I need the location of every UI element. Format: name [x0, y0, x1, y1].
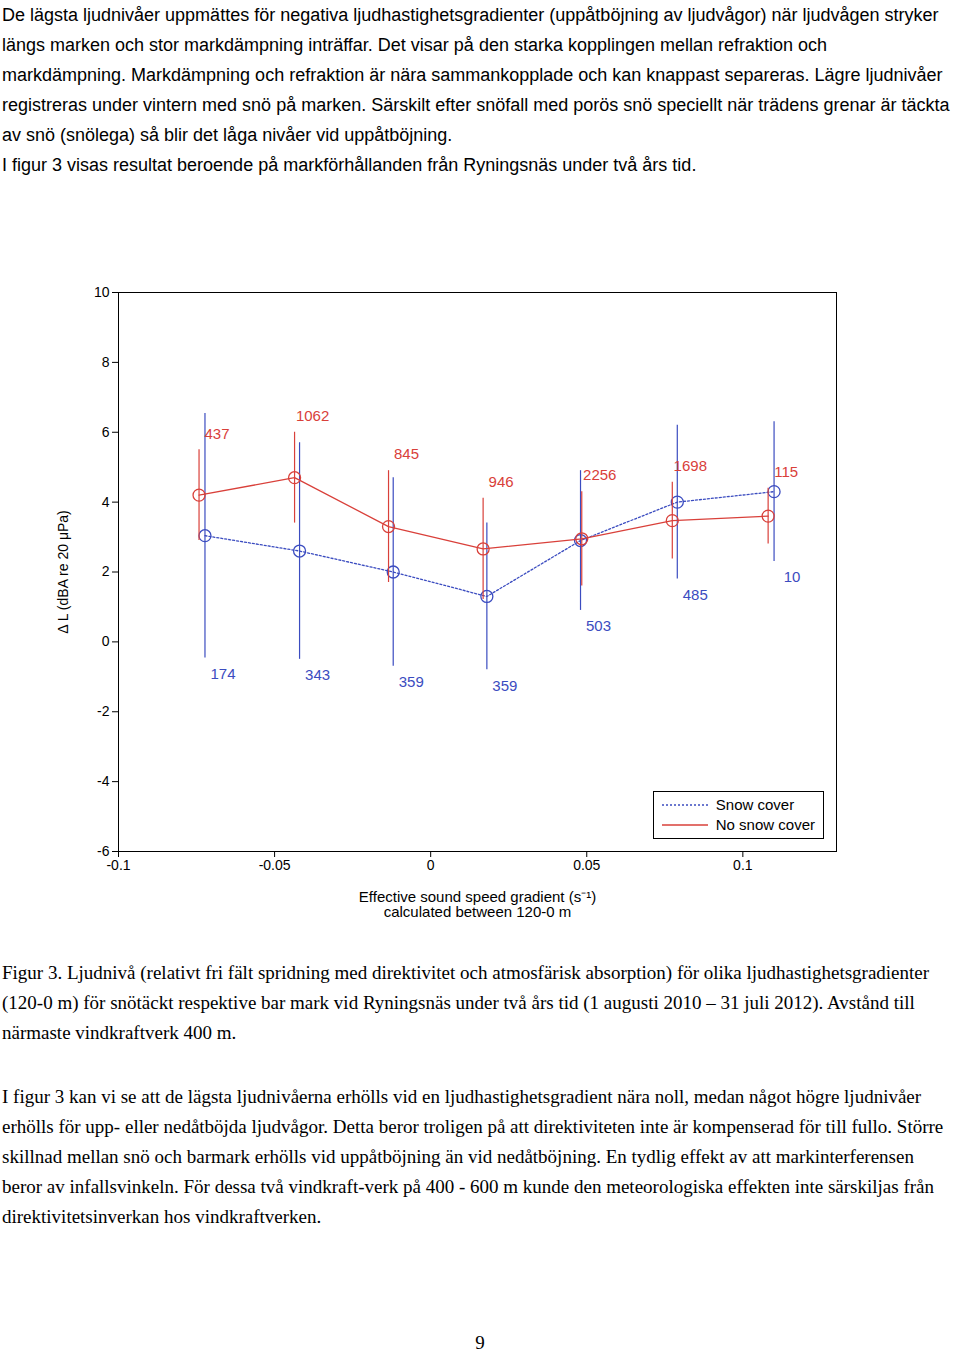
svg-text:4: 4	[102, 494, 110, 510]
svg-text:174: 174	[210, 665, 235, 682]
html-text:De lägsta ljudnivåer uppmättes: De lägsta ljudnivåer uppmättes för negat…	[2, 5, 950, 145]
svg-text:-6: -6	[97, 843, 110, 859]
svg-text:8: 8	[102, 354, 110, 370]
svg-text:343: 343	[305, 666, 330, 683]
html-text:Figur 3. Ljudnivå (relativt fr: Figur 3. Ljudnivå (relativt fri fält spr…	[2, 962, 930, 1043]
svg-text:-0.1: -0.1	[106, 857, 130, 873]
svg-text:0: 0	[102, 633, 110, 649]
svg-text:115: 115	[774, 463, 798, 480]
svg-text:437: 437	[205, 425, 230, 442]
html-text:9: 9	[475, 1332, 485, 1353]
svg-text:Effective sound speed gradient: Effective sound speed gradient (s⁻¹)calc…	[359, 888, 596, 920]
svg-text:2: 2	[102, 563, 110, 579]
svg-text:503: 503	[586, 617, 611, 634]
svg-text:845: 845	[394, 445, 419, 462]
html-text:Snow cover: Snow cover	[715, 796, 795, 813]
html-text:No snow cover: No snow cover	[715, 816, 815, 833]
svg-text:359: 359	[492, 677, 517, 694]
svg-text:Δ L (dBA re 20 μPa): Δ L (dBA re 20 μPa)	[55, 510, 71, 634]
svg-text:2256: 2256	[583, 466, 616, 483]
svg-text:0: 0	[427, 857, 435, 873]
svg-text:-2: -2	[97, 703, 110, 719]
svg-text:6: 6	[102, 424, 110, 440]
html-text:I figur 3 kan vi se att de läg: I figur 3 kan vi se att de lägsta ljudni…	[2, 1086, 944, 1227]
svg-text:10: 10	[784, 568, 801, 585]
svg-text:0.05: 0.05	[573, 857, 600, 873]
svg-text:-0.05: -0.05	[259, 857, 291, 873]
svg-text:946: 946	[489, 473, 514, 490]
svg-text:485: 485	[683, 586, 708, 603]
svg-text:-4: -4	[97, 773, 110, 789]
svg-text:359: 359	[399, 673, 424, 690]
html-text:I figur 3 visas resultat beroe: I figur 3 visas resultat beroende på mar…	[2, 155, 697, 175]
svg-text:1062: 1062	[296, 407, 329, 424]
svg-text:10: 10	[94, 284, 110, 300]
svg-text:1698: 1698	[674, 457, 707, 474]
svg-text:0.1: 0.1	[733, 857, 753, 873]
